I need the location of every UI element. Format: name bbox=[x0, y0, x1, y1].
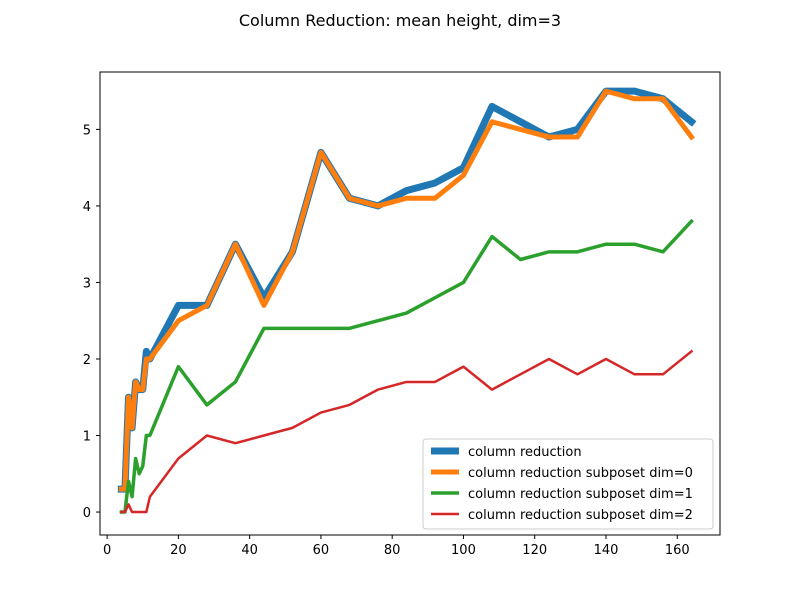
x-tick-label: 40 bbox=[241, 543, 258, 558]
legend-label: column reduction subposet dim=0 bbox=[468, 466, 693, 481]
y-tick-label: 0 bbox=[83, 506, 91, 521]
y-tick-label: 5 bbox=[83, 123, 91, 138]
chart-title: Column Reduction: mean height, dim=3 bbox=[239, 11, 561, 30]
x-tick-label: 160 bbox=[665, 543, 690, 558]
x-tick-label: 20 bbox=[170, 543, 187, 558]
y-tick-label: 1 bbox=[83, 430, 91, 445]
x-tick-label: 60 bbox=[313, 543, 330, 558]
y-tick-label: 4 bbox=[83, 200, 91, 215]
y-tick-label: 3 bbox=[83, 276, 91, 291]
legend-label: column reduction subposet dim=1 bbox=[468, 487, 693, 502]
legend: column reduction column reduction subpose… bbox=[422, 438, 714, 530]
x-tick-label: 140 bbox=[594, 543, 619, 558]
x-tick-label: 100 bbox=[451, 543, 476, 558]
series-layer bbox=[117, 87, 697, 514]
x-tick-label: 80 bbox=[384, 543, 401, 558]
series-line-3 bbox=[120, 349, 694, 514]
x-tick-label: 0 bbox=[103, 543, 111, 558]
x-tick-label: 120 bbox=[522, 543, 547, 558]
legend-label: column reduction subposet dim=2 bbox=[468, 508, 693, 523]
legend-box bbox=[422, 438, 714, 530]
x-axis: 0 20 40 60 80 100 120 140 160 bbox=[103, 535, 690, 558]
series-line-1 bbox=[118, 88, 695, 492]
series-line-2 bbox=[119, 218, 694, 514]
y-axis: 0 1 2 3 4 5 bbox=[83, 123, 100, 521]
legend-label: column reduction bbox=[468, 445, 582, 460]
y-tick-label: 2 bbox=[83, 353, 91, 368]
plot-frame bbox=[99, 71, 721, 536]
